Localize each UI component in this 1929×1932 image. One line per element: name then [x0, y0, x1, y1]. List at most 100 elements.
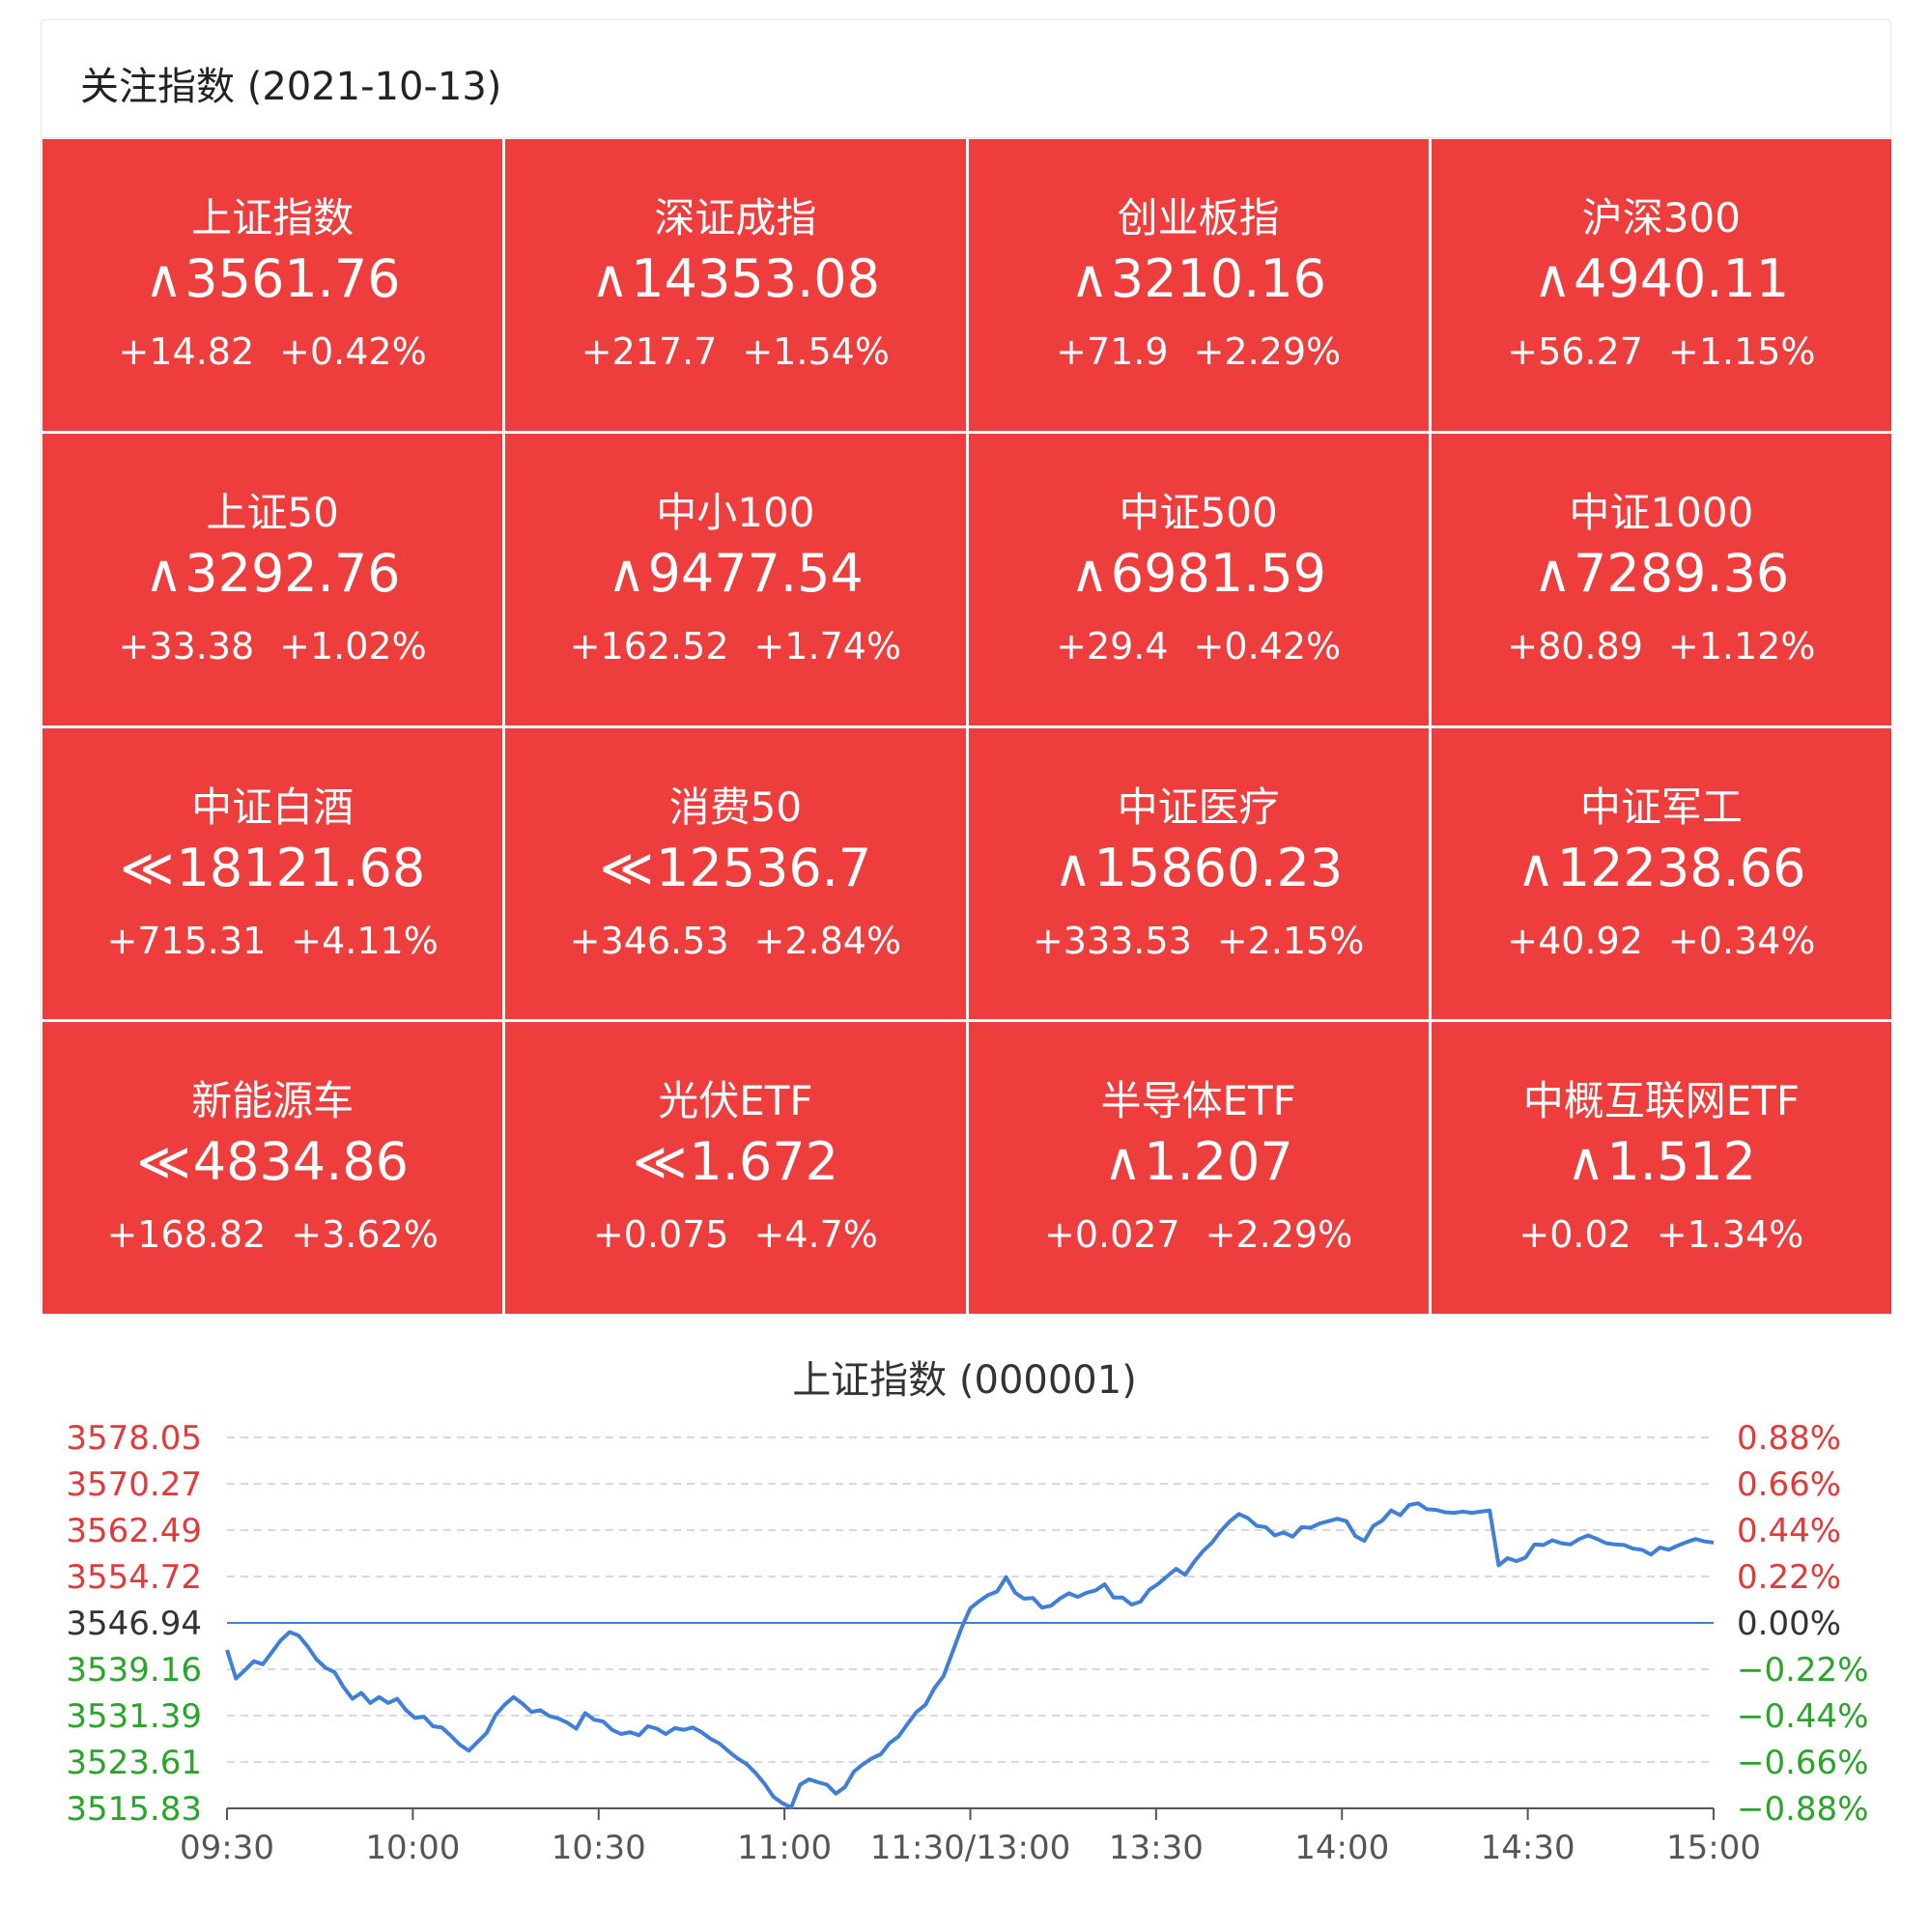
index-change-percent: +2.29% — [1193, 330, 1342, 373]
index-tile[interactable]: 中证医疗 ∧15860.23 +333.53 +2.15% — [968, 727, 1429, 1020]
y-tick-right: 0.44% — [1737, 1512, 1841, 1550]
index-value: ≪12536.7 — [505, 838, 965, 898]
index-name: 沪深300 — [1581, 194, 1741, 242]
index-price: 9477.54 — [647, 542, 864, 604]
index-change: +715.31 — [106, 919, 267, 962]
up-icon: ∧ — [590, 248, 630, 309]
index-value: ≪1.672 — [505, 1131, 965, 1192]
index-name: 上证指数 — [191, 194, 355, 242]
index-tile[interactable]: 创业板指 ∧3210.16 +71.9 +2.29% — [968, 139, 1429, 431]
index-tile[interactable]: 上证指数 ∧3561.76 +14.82 +0.42% — [43, 139, 503, 431]
double-up-icon: ≪ — [632, 1131, 688, 1193]
double-up-icon: ≪ — [136, 1131, 191, 1193]
index-change-row: +29.4 +0.42% — [969, 625, 1429, 668]
index-name: 中证军工 — [1579, 782, 1743, 831]
y-tick-left: 3531.39 — [66, 1697, 202, 1736]
up-icon: ∧ — [1070, 542, 1109, 604]
index-change-percent: +0.42% — [1193, 624, 1342, 668]
chart-title: 上证指数 (000001) — [792, 1358, 1137, 1403]
index-value: ≪18121.68 — [43, 838, 502, 898]
index-tile[interactable]: 中小100 ∧9477.54 +162.52 +1.74% — [505, 433, 966, 725]
y-tick-right: −0.22% — [1737, 1651, 1869, 1690]
index-value: ∧4940.11 — [1432, 248, 1891, 309]
index-tile[interactable]: 新能源车 ≪4834.86 +168.82 +3.62% — [43, 1022, 503, 1314]
y-tick-right: −0.44% — [1737, 1697, 1869, 1736]
index-change-row: +56.27 +1.15% — [1432, 330, 1891, 373]
index-name: 半导体ETF — [1100, 1077, 1296, 1125]
index-change-percent: +4.11% — [291, 919, 439, 962]
index-change-percent: +1.12% — [1667, 624, 1816, 668]
y-tick-right: 0.66% — [1737, 1465, 1841, 1504]
up-icon: ∧ — [144, 248, 184, 309]
index-price: 6981.59 — [1110, 542, 1327, 604]
index-change: +40.92 — [1507, 919, 1643, 962]
up-icon: ∧ — [1533, 248, 1572, 309]
index-tile[interactable]: 中证白酒 ≪18121.68 +715.31 +4.11% — [43, 727, 503, 1020]
index-change-row: +346.53 +2.84% — [505, 920, 965, 962]
up-icon: ∧ — [1070, 248, 1109, 309]
index-price: 1.672 — [689, 1131, 838, 1193]
index-change: +168.82 — [106, 1213, 267, 1257]
index-tile[interactable]: 中证500 ∧6981.59 +29.4 +0.42% — [968, 433, 1429, 725]
index-tile[interactable]: 深证成指 ∧14353.08 +217.7 +1.54% — [505, 139, 966, 431]
up-icon: ∧ — [607, 542, 646, 604]
index-price: 1.207 — [1144, 1131, 1293, 1193]
y-tick-left: 3578.05 — [66, 1419, 202, 1458]
double-up-icon: ≪ — [120, 837, 175, 898]
index-tile[interactable]: 光伏ETF ≪1.672 +0.075 +4.7% — [505, 1022, 966, 1314]
index-change-row: +14.82 +0.42% — [43, 330, 502, 373]
y-tick-right: 0.88% — [1737, 1419, 1841, 1458]
y-tick-left: 3554.72 — [66, 1558, 202, 1597]
index-change-row: +33.38 +1.02% — [43, 625, 502, 668]
index-tile[interactable]: 中证1000 ∧7289.36 +80.89 +1.12% — [1431, 433, 1891, 725]
index-change: +14.82 — [118, 330, 255, 373]
index-change-row: +80.89 +1.12% — [1432, 625, 1891, 668]
x-tick-label: 14:30 — [1481, 1829, 1575, 1867]
index-value: ∧6981.59 — [969, 543, 1429, 604]
index-tile[interactable]: 半导体ETF ∧1.207 +0.027 +2.29% — [968, 1022, 1429, 1314]
index-change-row: +217.7 +1.54% — [505, 330, 965, 373]
up-icon: ∧ — [144, 542, 184, 604]
index-value: ∧7289.36 — [1432, 543, 1891, 604]
index-price: 4834.86 — [192, 1131, 410, 1193]
index-change-percent: +0.34% — [1667, 919, 1816, 962]
index-change-percent: +1.34% — [1656, 1213, 1804, 1257]
index-tile[interactable]: 消费50 ≪12536.7 +346.53 +2.84% — [505, 727, 966, 1020]
index-name: 深证成指 — [654, 194, 817, 242]
index-price: 4940.11 — [1573, 248, 1790, 309]
index-price: 7289.36 — [1573, 542, 1790, 604]
x-tick-label: 10:00 — [365, 1829, 460, 1867]
x-tick-label: 11:00 — [737, 1829, 832, 1867]
index-watch-panel: 关注指数 (2021-10-13) 上证指数 ∧3561.76 +14.82 +0.4… — [41, 19, 1891, 1314]
index-tile[interactable]: 中概互联网ETF ∧1.512 +0.02 +1.34% — [1431, 1022, 1891, 1314]
index-name: 消费50 — [668, 782, 803, 831]
up-icon: ∧ — [1054, 837, 1092, 898]
index-name: 光伏ETF — [658, 1077, 813, 1125]
index-change-percent: +2.84% — [753, 919, 902, 962]
index-name: 中证500 — [1119, 488, 1278, 536]
up-icon: ∧ — [1517, 837, 1555, 898]
index-price: 15860.23 — [1093, 837, 1344, 898]
index-value: ∧9477.54 — [505, 543, 965, 604]
y-tick-left: 3562.49 — [66, 1512, 202, 1550]
index-value: ∧12238.66 — [1432, 838, 1891, 898]
x-tick-label: 14:00 — [1294, 1829, 1389, 1867]
index-name: 中证医疗 — [1117, 782, 1280, 831]
index-name: 中小100 — [656, 488, 815, 536]
index-price: 3210.16 — [1110, 248, 1327, 309]
index-name: 中证白酒 — [191, 782, 355, 831]
index-tile-grid: 上证指数 ∧3561.76 +14.82 +0.42% 深证成指 ∧14353.08 +21… — [43, 139, 1891, 1314]
intraday-line-chart: 3578.05 0.88% 3570.27 0.66% 3562.49 0.44% 3554… — [66, 1419, 1869, 1867]
series-line — [225, 1501, 1715, 1809]
index-tile[interactable]: 中证军工 ∧12238.66 +40.92 +0.34% — [1431, 727, 1891, 1020]
index-change-percent: +4.7% — [753, 1213, 878, 1257]
index-price: 1.512 — [1606, 1131, 1756, 1193]
index-tile[interactable]: 上证50 ∧3292.76 +33.38 +1.02% — [43, 433, 503, 725]
y-tick-right: 0.22% — [1737, 1558, 1841, 1597]
index-name: 中概互联网ETF — [1522, 1077, 1801, 1125]
index-change-row: +162.52 +1.74% — [505, 625, 965, 668]
index-price: 18121.68 — [176, 837, 426, 898]
up-icon: ∧ — [1533, 542, 1572, 604]
index-tile[interactable]: 沪深300 ∧4940.11 +56.27 +1.15% — [1431, 139, 1891, 431]
up-icon: ∧ — [1566, 1131, 1605, 1193]
